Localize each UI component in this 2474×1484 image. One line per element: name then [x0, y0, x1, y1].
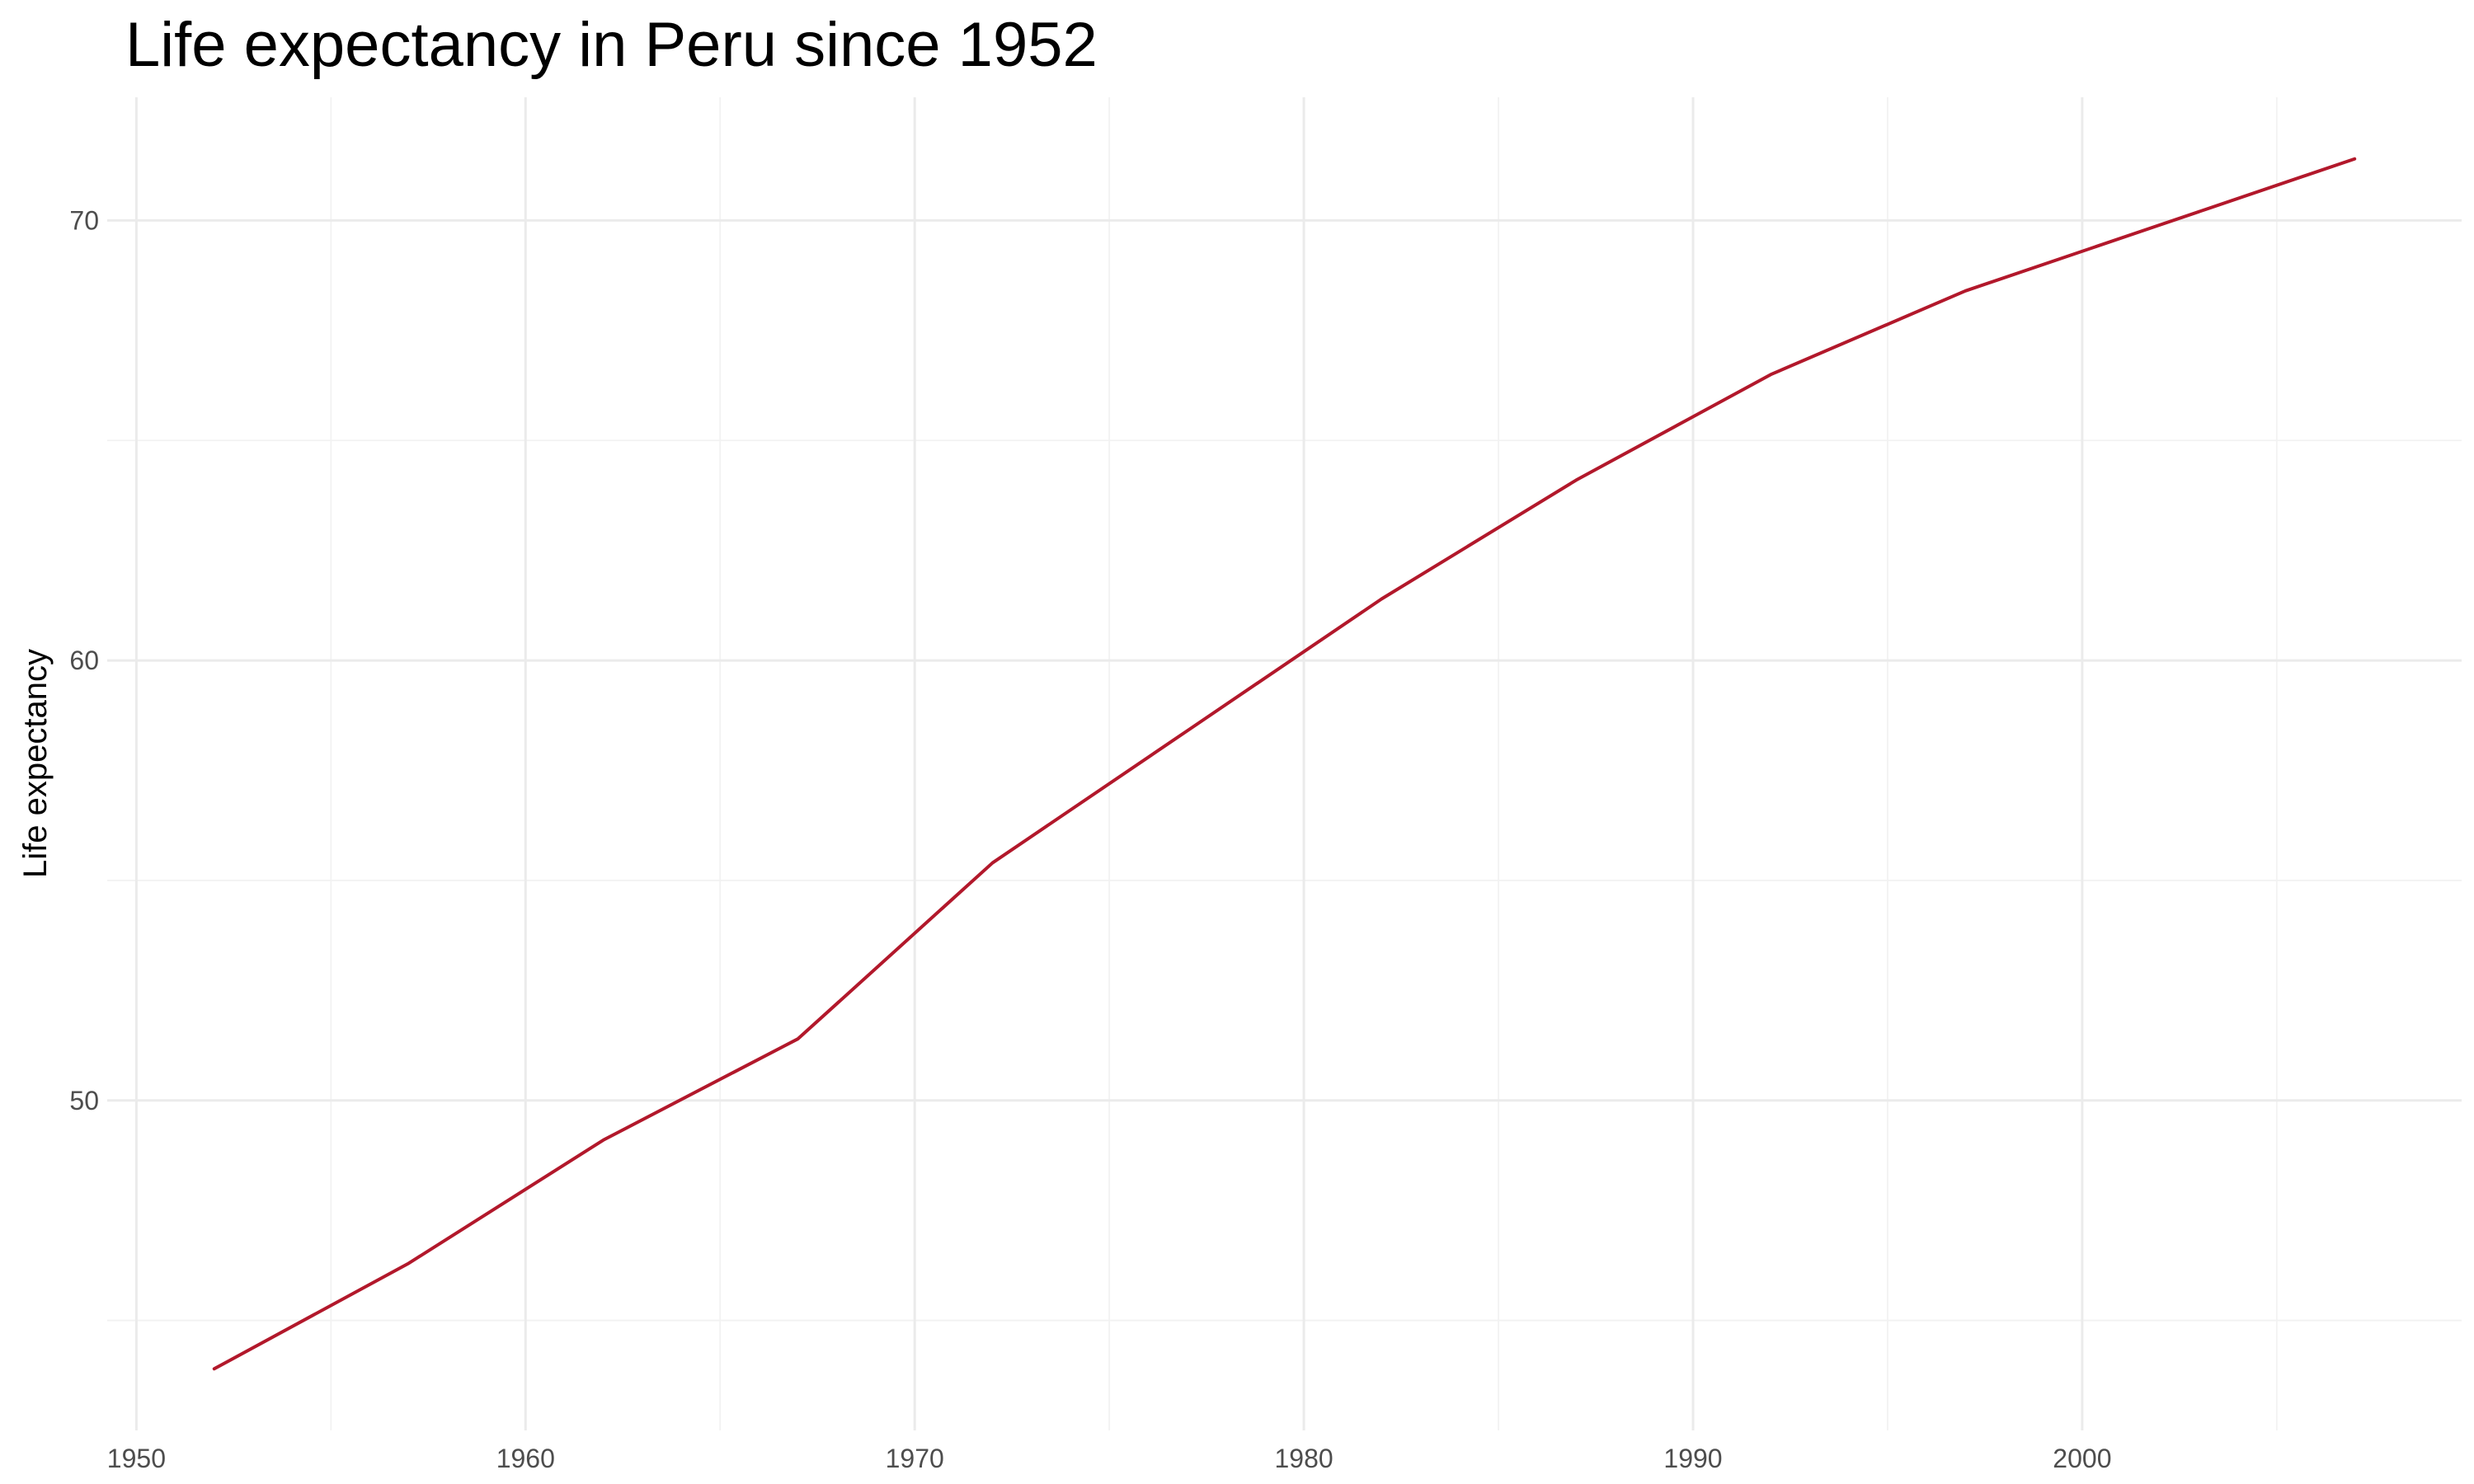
y-axis-label: Life expectancy — [17, 649, 54, 878]
y-tick-label: 50 — [69, 1086, 99, 1115]
x-tick-label: 1970 — [886, 1444, 944, 1473]
x-tick-label: 1960 — [496, 1444, 555, 1473]
y-axis-tick-labels: 50 60 70 — [69, 205, 99, 1115]
series-layer — [212, 157, 2357, 1371]
x-tick-label: 2000 — [2053, 1444, 2111, 1473]
grid-lines — [107, 97, 2462, 1430]
x-axis-tick-labels: 1950 1960 1970 1980 1990 2000 — [107, 1444, 2112, 1473]
x-tick-label: 1990 — [1663, 1444, 1722, 1473]
chart-title: Life expectancy in Peru since 1952 — [125, 10, 1098, 80]
series-line-0 — [212, 157, 2357, 1371]
y-tick-label: 60 — [69, 646, 99, 675]
x-tick-label: 1980 — [1275, 1444, 1333, 1473]
x-tick-label: 1950 — [107, 1444, 166, 1473]
y-tick-label: 70 — [69, 205, 99, 235]
